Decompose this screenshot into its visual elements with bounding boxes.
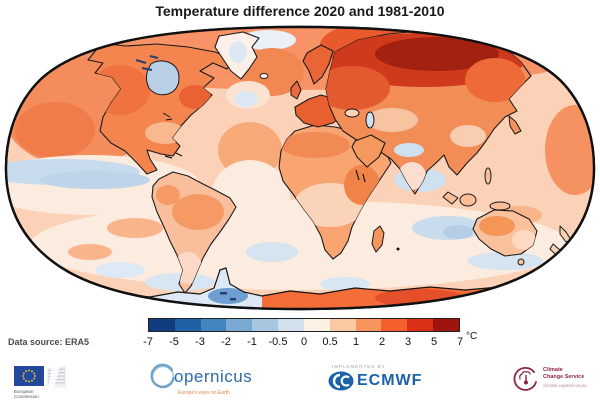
land-anomaly-layer bbox=[47, 30, 572, 309]
ecmwf-wordmark: ECMWF bbox=[357, 372, 423, 389]
world-map bbox=[4, 25, 596, 311]
colorbar-segment bbox=[252, 319, 279, 331]
page-title: Temperature difference 2020 and 1981-201… bbox=[155, 3, 445, 19]
borneo bbox=[459, 193, 477, 207]
colorbar-segment bbox=[381, 319, 408, 331]
madagascar bbox=[371, 225, 385, 253]
japan bbox=[508, 115, 522, 135]
new-guinea bbox=[489, 201, 511, 211]
colorbar-segment bbox=[407, 319, 434, 331]
iceland bbox=[259, 73, 269, 79]
european-commission-logo: European Commission bbox=[14, 366, 72, 399]
colorbar-segment bbox=[278, 319, 304, 331]
c3s-line2: Change Service bbox=[543, 373, 585, 380]
colorbar-segment bbox=[355, 319, 382, 331]
colorbar-tick-label: 3 bbox=[404, 336, 412, 348]
implemented-by-label: IMPLEMENTED BY bbox=[332, 364, 386, 369]
ec-building-icon bbox=[47, 366, 66, 388]
colorbar-segment bbox=[226, 319, 253, 331]
colorbar-segments bbox=[148, 318, 460, 332]
black-sea bbox=[344, 108, 360, 118]
african-great-lakes bbox=[355, 169, 366, 183]
colorbar-tick-label: -5 bbox=[169, 336, 179, 348]
caribbean-islands bbox=[164, 152, 183, 159]
copernicus-wordmark: opernicus bbox=[174, 367, 253, 386]
copernicus-logo: opernicus Europe's eyes on Earth bbox=[148, 362, 252, 396]
colorbar-ticks: -7 -5 -3 -2 -1 -0.5 0 0.5 1 2 3 5 7 bbox=[143, 336, 464, 350]
colorbar-tick-label: 5 bbox=[430, 336, 438, 348]
colorbar-tick-label: 1 bbox=[352, 336, 360, 348]
eu-caption: European Commission bbox=[14, 389, 39, 400]
colorbar-tick-label: -3 bbox=[195, 336, 205, 348]
colorbar-segment bbox=[329, 319, 356, 331]
colorbar-unit: °C bbox=[466, 331, 478, 342]
great-lakes bbox=[162, 112, 173, 121]
colorbar-tick-label: 0.5 bbox=[322, 336, 338, 348]
colorbar-tick-label: 2 bbox=[378, 336, 386, 348]
copernicus-c-icon bbox=[150, 363, 175, 389]
british-isles bbox=[290, 80, 302, 100]
philippines bbox=[484, 167, 492, 185]
hudson-bay bbox=[145, 60, 180, 96]
colorbar-segment bbox=[200, 319, 227, 331]
colorbar-tick-label: 7 bbox=[456, 336, 464, 348]
colorbar-tick-label: 0 bbox=[300, 336, 308, 348]
c3s-url: climate.copernicus.eu bbox=[543, 382, 587, 388]
colorbar-segment bbox=[174, 319, 201, 331]
copernicus-tagline: Europe's eyes on Earth bbox=[178, 390, 230, 396]
eu-flag-icon bbox=[14, 366, 66, 388]
ecmwf-emblem-icon bbox=[328, 371, 354, 391]
tasmania bbox=[517, 258, 525, 266]
colorbar-segment bbox=[149, 319, 175, 331]
caspian-sea bbox=[365, 111, 375, 129]
colorbar-tick-label: -2 bbox=[221, 336, 231, 348]
world-map-figure bbox=[4, 25, 596, 311]
climate-change-service-logo: Climate Change Service climate.copernicu… bbox=[512, 364, 587, 392]
canadian-archipelago-marks bbox=[135, 55, 159, 71]
c3s-line1: Climate bbox=[543, 367, 563, 373]
arabian-peninsula bbox=[351, 134, 386, 168]
colorbar-tick-label: -1 bbox=[247, 336, 257, 348]
data-source-label: Data source: ERA5 bbox=[8, 337, 90, 347]
colorbar-tick-label: -7 bbox=[143, 336, 153, 348]
colorbar-segment bbox=[433, 319, 459, 331]
scandinavia bbox=[302, 44, 334, 85]
antarctica-coastline bbox=[87, 267, 541, 304]
colorbar-tick-label: -0.5 bbox=[268, 336, 288, 348]
colorbar-segment bbox=[303, 319, 330, 331]
c3s-icon bbox=[513, 367, 537, 391]
sumatra bbox=[442, 191, 459, 205]
ecmwf-logo: IMPLEMENTED BY ECMWF bbox=[328, 364, 422, 391]
